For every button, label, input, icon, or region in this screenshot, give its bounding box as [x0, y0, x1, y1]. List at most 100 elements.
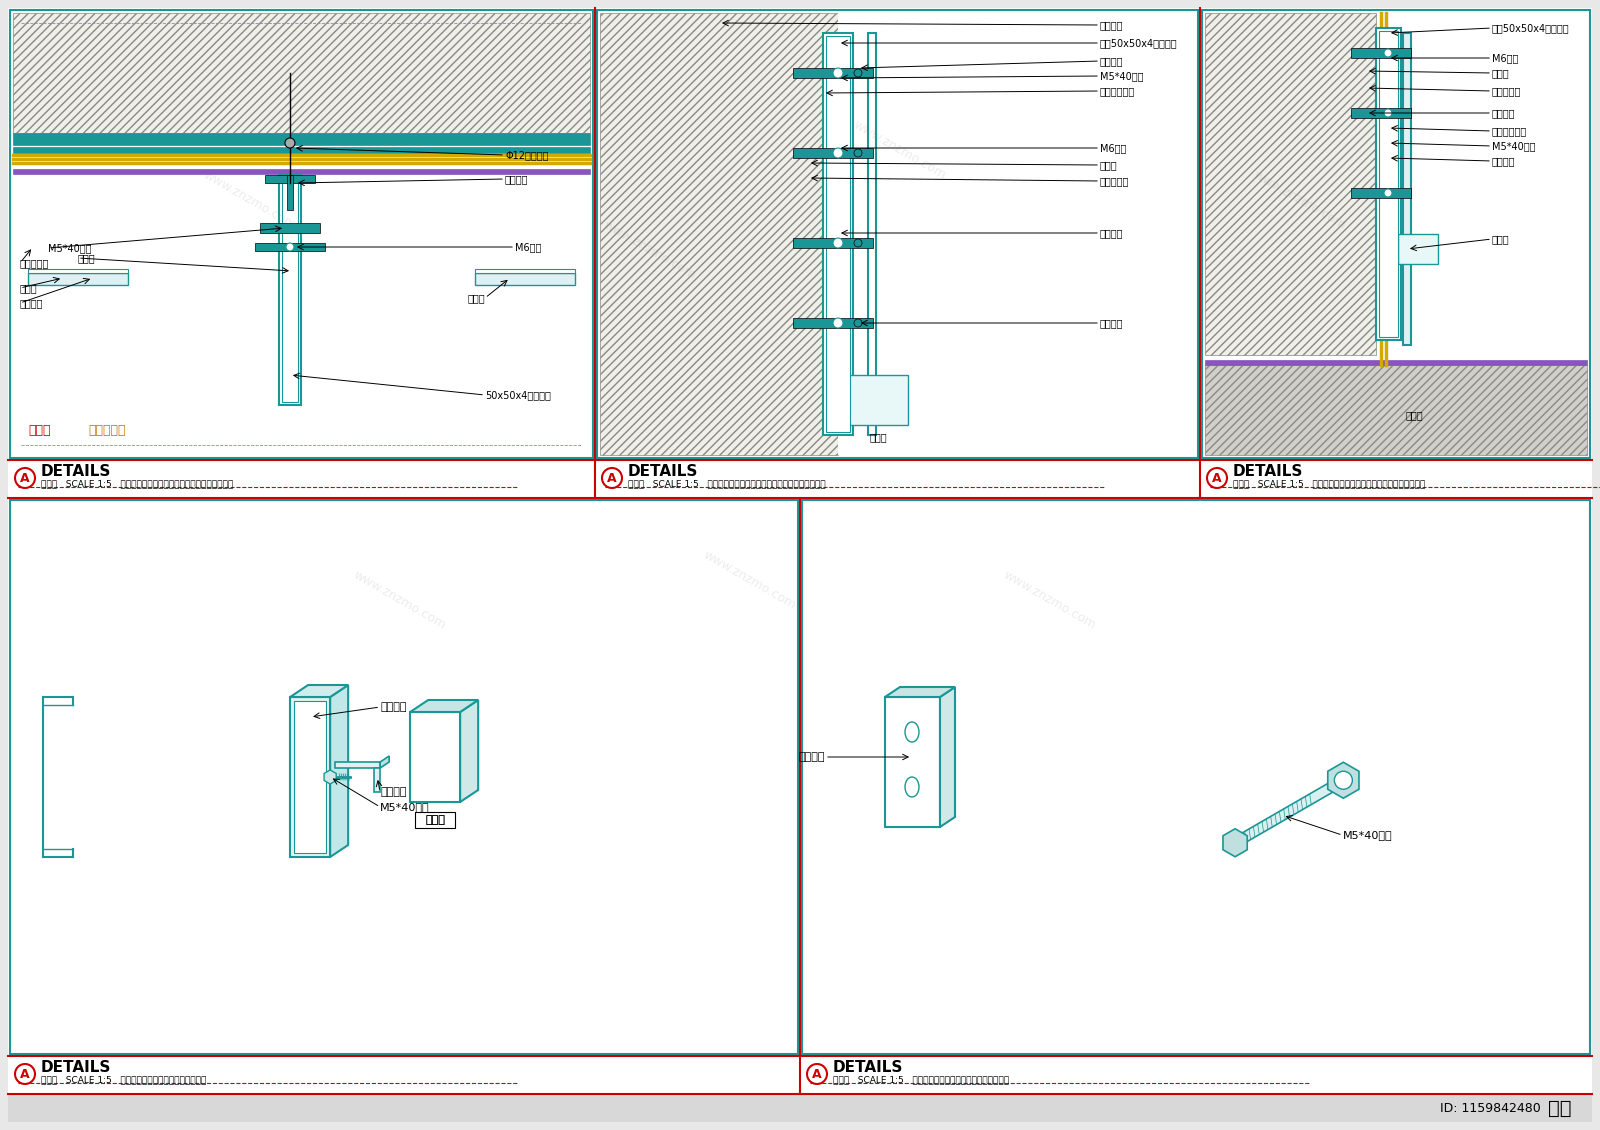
Bar [259, 223, 320, 233]
Text: 铝单板: 铝单板 [426, 815, 445, 825]
Bar [13, 133, 590, 145]
Text: 知末: 知末 [1549, 1098, 1571, 1118]
Text: M5*40耶杆: M5*40耶杆 [1101, 71, 1144, 81]
Text: 密拼缝: 密拼缝 [1101, 160, 1118, 170]
Text: 横向副龙骨: 横向副龙骨 [1101, 176, 1130, 186]
Bar [1350, 188, 1411, 198]
Text: M6耶栓: M6耶栓 [1491, 53, 1518, 63]
Circle shape [854, 69, 862, 77]
Polygon shape [290, 697, 330, 857]
Circle shape [1206, 468, 1227, 488]
Text: 竖向龙骨: 竖向龙骨 [381, 702, 406, 712]
Bar [1205, 14, 1376, 355]
Circle shape [1384, 49, 1392, 56]
Circle shape [1384, 189, 1392, 197]
Text: 大样图   SCALE 1:5   （铝单板锅结构干挂式固定竖剖做法标准示意）: 大样图 SCALE 1:5 （铝单板锅结构干挂式固定竖剖做法标准示意） [1234, 479, 1426, 488]
Bar [600, 14, 838, 455]
Text: A: A [21, 1068, 30, 1080]
Text: Φ12膨胀耶栓: Φ12膨胀耶栓 [506, 150, 549, 160]
Bar [1403, 33, 1411, 345]
Text: 大样图   SCALE 1:5   （铝单板锅结构干挂式固定横剖做法标准示意）: 大样图 SCALE 1:5 （铝单板锅结构干挂式固定横剖做法标准示意） [42, 479, 234, 488]
Text: 横向副龙骨: 横向副龙骨 [1491, 86, 1522, 96]
Ellipse shape [906, 777, 918, 797]
Polygon shape [1232, 783, 1333, 848]
Ellipse shape [906, 722, 918, 742]
Bar [13, 147, 590, 153]
Polygon shape [374, 768, 381, 792]
Bar [1379, 31, 1398, 337]
Text: M5*40耶杆: M5*40耶杆 [1491, 141, 1536, 151]
Circle shape [834, 148, 843, 158]
Text: www.znzmo.com: www.znzmo.com [602, 218, 699, 281]
Polygon shape [334, 762, 381, 768]
Text: 成品挂件: 成品挂件 [381, 786, 406, 797]
Text: 密拼缝: 密拼缝 [78, 253, 96, 263]
Bar [475, 273, 574, 285]
Polygon shape [410, 712, 461, 802]
Text: ID: 1159842480: ID: 1159842480 [1440, 1102, 1541, 1114]
Bar [794, 318, 874, 328]
Text: 铝单板: 铝单板 [19, 282, 38, 293]
Bar [414, 812, 454, 828]
Text: M6耶栓: M6耶栓 [1101, 144, 1126, 153]
Bar [1350, 47, 1411, 58]
Circle shape [834, 318, 843, 328]
Circle shape [14, 1064, 35, 1084]
Bar [13, 175, 590, 396]
Bar [13, 170, 590, 174]
Text: 横向副龙骨: 横向副龙骨 [19, 258, 50, 268]
Text: www.znzmo.com: www.znzmo.com [701, 548, 798, 611]
Bar [802, 499, 1590, 1054]
Bar [278, 175, 301, 405]
Text: M5*40耶杆: M5*40耶杆 [381, 802, 430, 812]
Polygon shape [330, 685, 349, 857]
Text: 竖向50x50x4镇锤方通: 竖向50x50x4镇锤方通 [1101, 38, 1178, 47]
Text: 50x50x4镇锤方通: 50x50x4镇锤方通 [485, 390, 550, 400]
Text: A: A [606, 471, 618, 485]
Text: 沉头自攻耶钉: 沉头自攻耶钉 [1491, 127, 1528, 136]
Circle shape [602, 468, 622, 488]
Text: www.znzmo.com: www.znzmo.com [851, 119, 949, 182]
Circle shape [1384, 108, 1392, 118]
Bar [1205, 360, 1587, 365]
Circle shape [806, 1064, 827, 1084]
Text: M5*40耶杆: M5*40耶杆 [1342, 831, 1392, 841]
Text: M5*40耶杆: M5*40耶杆 [48, 243, 91, 253]
Bar [1350, 108, 1411, 118]
Circle shape [834, 238, 843, 247]
Text: 大样图   SCALE 1:5   （铝单板锅结构干挂式结构示意图）: 大样图 SCALE 1:5 （铝单板锅结构干挂式结构示意图） [42, 1076, 206, 1085]
Text: 建筑墙体: 建筑墙体 [1101, 20, 1123, 31]
Text: DETAILS: DETAILS [1234, 464, 1304, 479]
Circle shape [285, 138, 294, 148]
Text: 密拼缝: 密拼缝 [1491, 68, 1510, 78]
Polygon shape [885, 687, 955, 697]
Text: www.znzmo.com: www.znzmo.com [1251, 168, 1349, 232]
Bar [826, 36, 850, 432]
Bar [794, 68, 874, 78]
Bar [867, 33, 877, 435]
Text: 成品挂件: 成品挂件 [19, 298, 43, 308]
Text: 成品挂件: 成品挂件 [1491, 156, 1515, 166]
Bar [10, 10, 594, 458]
Bar [1398, 234, 1438, 264]
Text: DETAILS: DETAILS [42, 1060, 112, 1076]
Text: 大样图   SCALE 1:5   （铝单板锅结构干挂式固定密拼缝做法标准示意）: 大样图 SCALE 1:5 （铝单板锅结构干挂式固定密拼缝做法标准示意） [627, 479, 826, 488]
Text: 干挂式固定: 干挂式固定 [88, 424, 125, 436]
Bar [1376, 28, 1402, 340]
Bar [1205, 365, 1587, 455]
Text: 铝单板: 铝单板 [426, 815, 445, 825]
Circle shape [1334, 772, 1352, 789]
Circle shape [854, 149, 862, 157]
Circle shape [286, 243, 294, 251]
Bar [282, 179, 298, 402]
Bar [286, 175, 293, 210]
Bar [794, 148, 874, 158]
Text: 热扎角锅: 热扎角锅 [506, 174, 528, 184]
Text: 成品挂件: 成品挂件 [798, 751, 826, 762]
Bar [838, 14, 1195, 455]
Bar [1202, 10, 1590, 458]
Text: 成品挂件: 成品挂件 [1101, 56, 1123, 66]
Circle shape [834, 68, 843, 78]
Bar [794, 238, 874, 247]
Text: 大样图   SCALE 1:5   （铝单板锅结构干挂式挂件及耳栓示意）: 大样图 SCALE 1:5 （铝单板锅结构干挂式挂件及耳栓示意） [834, 1076, 1010, 1085]
